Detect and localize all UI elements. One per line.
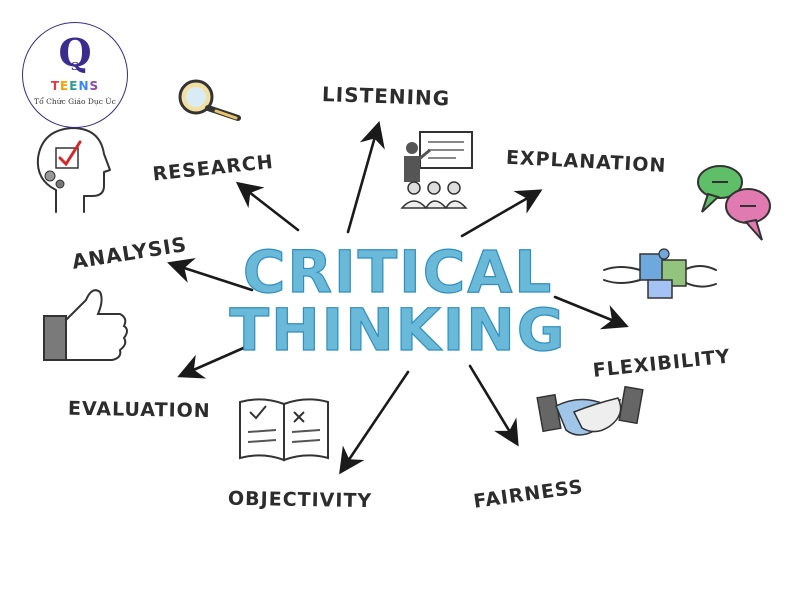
logo: Q S TEENS Tổ Chức Giáo Dục Úc [22,22,128,128]
title-line-1: CRITICAL [243,238,553,306]
arrow-evaluation [177,344,250,379]
arrow-fairness [468,364,519,447]
thumbs-up-icon [43,289,128,361]
label-analysis: ANALYSIS [70,232,188,274]
arrow-listening [346,120,385,234]
label-fairness: FAIRNESS [472,476,585,513]
label-listening: LISTENING [322,82,451,110]
label-objectivity: OBJECTIVITY [228,488,373,513]
label-research: RESEARCH [152,151,275,186]
arrow-analysis [167,258,254,292]
handshake-icon [536,385,644,436]
puzzle-hands-icon [603,248,717,299]
presentation-icon [400,131,473,210]
open-book-icon [239,398,329,462]
label-flexibility: FLEXIBILITY [592,345,732,381]
arrow-research [235,181,300,232]
logo-subtitle: Tổ Chức Giáo Dục Úc [34,97,116,106]
title-line-2: THINKING [230,296,567,364]
logo-teens-letter: E [69,79,79,93]
arrow-objectivity [339,370,410,475]
head-gears-icon [36,127,111,213]
logo-s: S [71,60,79,73]
logo-teens-letter: S [89,79,100,93]
arrow-flexibility [553,295,629,330]
speech-bubbles-icon [697,165,771,241]
label-evaluation: EVALUATION [68,398,211,422]
logo-teens-letter: T [50,79,61,93]
logo-teens-letter: N [78,79,90,93]
arrows [167,120,629,475]
logo-mark: Q S [23,31,127,75]
label-explanation: EXPLANATION [505,147,667,177]
logo-q: Q [58,30,92,75]
logo-teens-letter: E [60,79,70,93]
central-title: CRITICAL THINKING [229,237,567,364]
logo-teens: TEENS [23,79,127,93]
magnifier-icon [178,79,241,121]
arrow-explanation [460,189,543,238]
